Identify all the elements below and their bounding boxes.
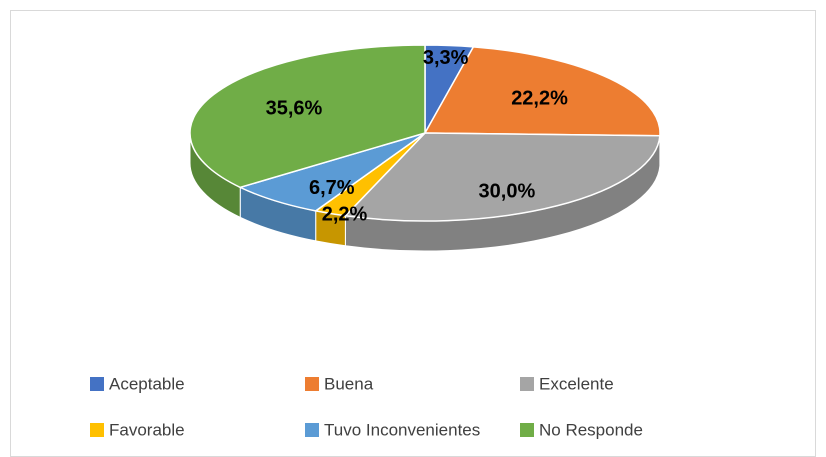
legend-label: Buena: [324, 374, 374, 393]
legend-label: Excelente: [539, 374, 614, 393]
legend: Aceptable Buena Excelente Favorable Tuvo Inc…: [90, 374, 643, 439]
legend-swatch: [520, 423, 534, 437]
legend-swatch: [520, 377, 534, 391]
pie: 3,3% 22,2% 30,0% 2,2% 6,7% 35,6%: [189, 44, 661, 252]
legend-swatch: [90, 423, 104, 437]
data-label: 6,7%: [309, 177, 355, 199]
data-label: 22,2%: [511, 88, 568, 110]
slice: [423, 46, 661, 137]
data-label: 35,6%: [266, 97, 323, 119]
legend-label: Aceptable: [109, 374, 185, 393]
data-label: 3,3%: [423, 47, 469, 69]
legend-label: Favorable: [109, 420, 185, 439]
slice: [343, 132, 661, 222]
legend-label: Tuvo Inconvenientes: [324, 420, 480, 439]
data-label: 30,0%: [479, 180, 536, 202]
slice: [189, 44, 426, 189]
legend-swatch: [90, 377, 104, 391]
data-label: 2,2%: [322, 204, 368, 226]
legend-swatch: [305, 423, 319, 437]
legend-label: No Responde: [539, 420, 643, 439]
legend-swatch: [305, 377, 319, 391]
